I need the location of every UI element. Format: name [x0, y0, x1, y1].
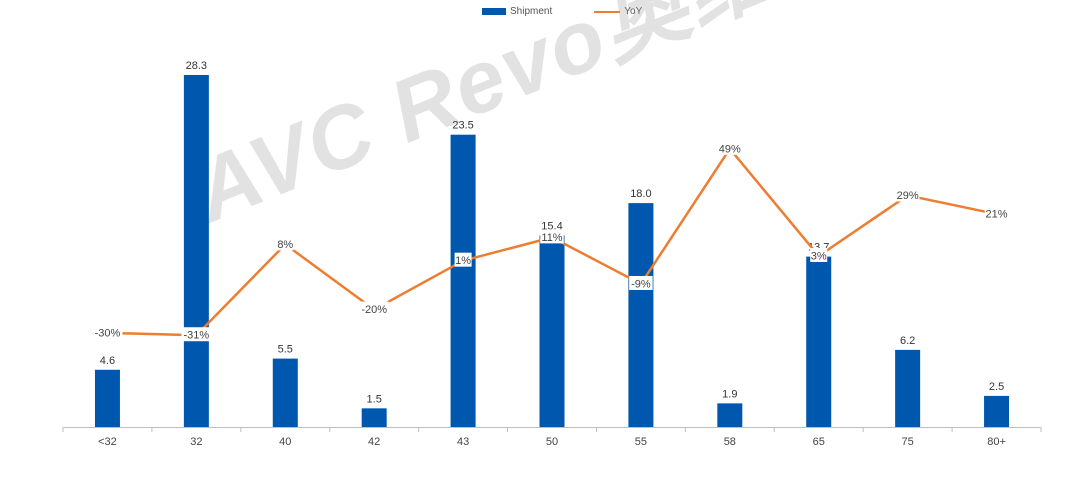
x-tick-label: 40 [279, 436, 291, 448]
x-tick-label: 80+ [987, 436, 1006, 448]
yoy-label-bg [895, 187, 920, 202]
legend-item-yoy: YoY [594, 6, 642, 17]
bar-shipment [539, 235, 565, 427]
x-tick-label: 42 [368, 436, 380, 448]
yoy-label-bg [810, 248, 828, 263]
bar-shipment [450, 134, 476, 427]
bar-shipment [361, 408, 387, 427]
yoy-value-label: -31% [184, 330, 210, 342]
legend: Shipment YoY [482, 6, 642, 17]
yoy-label-bg [629, 275, 653, 290]
yoy-value-label: 29% [897, 190, 919, 202]
bar-shipment [183, 75, 209, 427]
yoy-label-bg [181, 327, 212, 342]
yoy-label-bg [984, 206, 1009, 221]
yoy-label-bg [540, 229, 564, 244]
yoy-value-label: 8% [277, 239, 293, 251]
x-tick-label: 43 [457, 436, 469, 448]
bar-shipment [272, 358, 298, 427]
bar-value-label: 23.5 [452, 120, 473, 132]
legend-label-yoy: YoY [624, 6, 643, 17]
bar-shipment [628, 203, 654, 427]
x-tick-label: <32 [98, 436, 117, 448]
bar-value-label: 6.2 [900, 335, 915, 347]
yoy-label-bg [359, 301, 390, 316]
x-tick-label: 58 [724, 436, 736, 448]
legend-item-shipment: Shipment [482, 6, 552, 17]
x-tick-label: 55 [635, 436, 647, 448]
yoy-label-bg [276, 236, 294, 251]
bar-shipment [94, 369, 120, 427]
yoy-value-label: 1% [455, 255, 471, 267]
bar-shipment [984, 395, 1010, 427]
yoy-value-label: -20% [361, 304, 387, 316]
yoy-value-label: 11% [541, 232, 562, 244]
yoy-label-bg [454, 252, 472, 267]
yoy-value-label: 21% [986, 209, 1008, 221]
bar-value-label: 2.5 [989, 381, 1004, 393]
bar-value-label: 1.5 [367, 393, 382, 405]
legend-swatch-yoy [594, 10, 621, 13]
x-tick-label: 50 [546, 436, 558, 448]
legend-swatch-shipment [482, 8, 506, 15]
x-tick-label: 65 [813, 436, 825, 448]
yoy-value-label: -9% [631, 278, 651, 290]
x-tick-label: 75 [902, 436, 914, 448]
x-tick-label: 32 [190, 436, 202, 448]
bar-value-label: 5.5 [278, 344, 293, 356]
yoy-value-label: 3% [811, 251, 827, 263]
yoy-value-label: 49% [719, 143, 741, 155]
bar-value-label: 18.0 [630, 188, 651, 200]
bar-shipment [806, 256, 832, 427]
bar-shipment [895, 349, 921, 427]
bar-value-label: 1.9 [722, 388, 737, 400]
yoy-label-bg [718, 140, 742, 155]
yoy-label-bg [92, 324, 123, 339]
yoy-value-label: -30% [95, 327, 121, 339]
bar-value-label: 28.3 [186, 60, 207, 72]
bar-shipment [717, 403, 743, 427]
legend-label-shipment: Shipment [510, 6, 553, 17]
bar-value-label: 4.6 [100, 355, 115, 367]
